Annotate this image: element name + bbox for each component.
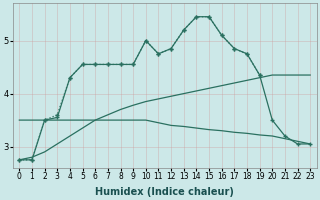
X-axis label: Humidex (Indice chaleur): Humidex (Indice chaleur) <box>95 187 234 197</box>
